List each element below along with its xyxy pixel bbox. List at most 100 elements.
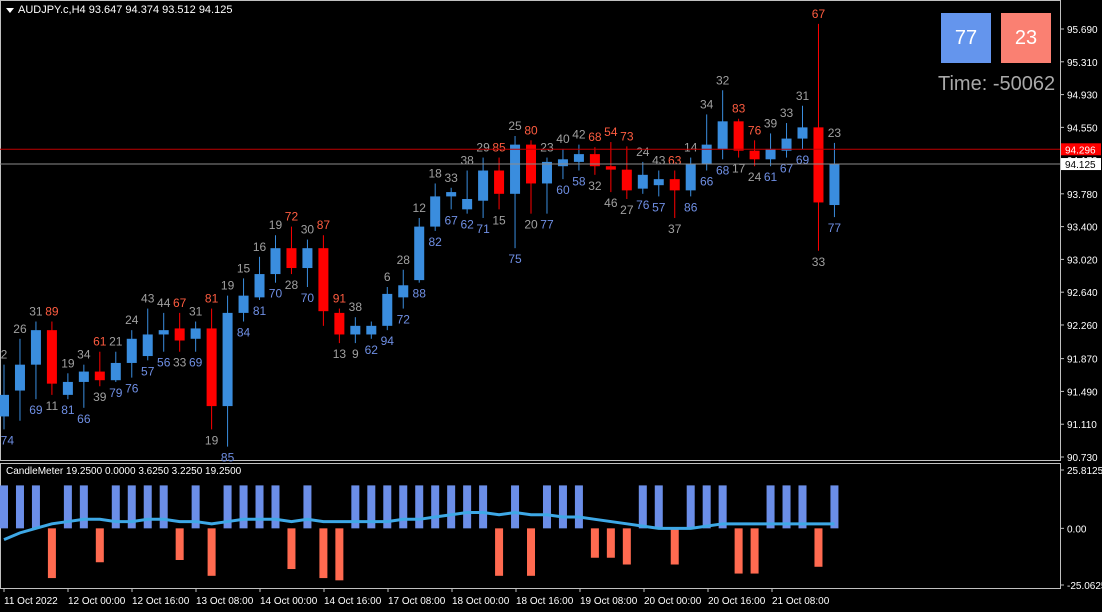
time-tick-label: 14 Oct 00:00 [260,596,318,607]
chevron-down-icon[interactable] [6,7,14,13]
indicator-header[interactable]: CandleMeter 19.2500 0.0000 3.6250 3.2250… [6,466,242,477]
candle-body [62,381,73,395]
price-tick-label: 91.110 [1067,420,1097,431]
candle-top-label: 38 [349,300,363,314]
candle-top-label: 21 [109,335,123,349]
candle-body [829,163,840,206]
candle-bottom-label: 67 [444,213,458,227]
candle-bottom-label: 69 [29,403,43,417]
meter-bar [766,485,775,529]
candle-top-label: 44 [157,296,171,310]
symbol-header[interactable]: AUDJPY.c,H4 93.647 94.374 93.512 94.125 [6,4,232,16]
meter-bar [527,528,536,576]
indicator-axis[interactable]: 25.8125 0.00 -25.0625 [1060,466,1102,592]
candle-top-label: 61 [93,335,107,349]
candle-bottom-label: 13 [333,347,347,361]
candle-body [174,328,185,341]
candle-top-label: 19 [61,356,75,370]
price-tick-label: 91.870 [1067,355,1098,366]
meter-bar [399,485,408,529]
meter-bar [574,485,583,529]
meter-bar [0,485,8,529]
meter-bar [686,485,695,529]
candle-bottom-label: 66 [700,175,714,189]
indicator-tick-label: 0.00 [1067,524,1087,535]
meter-line-path [3,511,835,542]
meter-bar [638,485,647,529]
candle-bottom-label: 58 [572,175,586,189]
price-axis[interactable]: 95.69095.31094.93094.55094.17093.78093.4… [0,25,1101,464]
meter-bar [367,485,376,529]
current-price-label: 94.125 [1065,160,1096,171]
price-tick-label: 90.730 [1067,453,1098,464]
price-tick-label: 93.020 [1067,255,1098,266]
candle-bottom-label: 85 [221,451,235,465]
candle-body [286,248,297,269]
candle-top-label: 26 [13,322,27,336]
bid-price-label: 94.296 [1065,145,1096,156]
candle-body [222,312,233,407]
time-tick-label: 19 Oct 08:00 [580,596,638,607]
candle-top-label: 19 [269,218,283,232]
candle-bottom-label: 81 [253,304,267,318]
candle-top-label: 39 [764,116,778,130]
candle-top-label: 42 [572,128,586,142]
candle-bottom-label: 69 [796,153,810,167]
candle-top-label: 14 [684,141,698,155]
candle-bottom-label: 77 [828,221,842,235]
current-price-marker [1061,158,1101,171]
candle-body [605,166,616,170]
meter-bar [511,485,520,529]
candle-body [669,179,680,191]
candle-bottom-label: 82 [429,235,443,249]
meter-bar [335,528,344,581]
meter-bar [479,485,488,529]
time-tick-label: 17 Oct 08:00 [388,596,446,607]
price-tick-label: 91.490 [1067,387,1098,398]
candle-top-label: 38 [460,154,474,168]
candle-bottom-label: 39 [93,390,107,404]
candle-bottom-label: 71 [476,222,490,236]
meter-bar [431,485,440,529]
candle-top-label: 81 [205,292,219,306]
time-tick-label: 12 Oct 16:00 [132,596,190,607]
time-axis[interactable]: 11 Oct 2022 12 Oct 00:00 12 Oct 16:00 13 Oc… [3,588,830,607]
candle-bottom-label: 76 [125,382,139,396]
candle-bottom-label: 70 [301,291,315,305]
time-tick-label: 13 Oct 08:00 [196,596,254,607]
candle-top-label: 30 [301,223,315,237]
meter-bar [702,485,711,529]
meter-bar [814,528,823,567]
candle-top-label: 31 [29,305,43,319]
candle-bottom-label: 84 [237,326,251,340]
candle-top-label: 25 [508,119,522,133]
candle-bottom-label: 24 [748,170,762,184]
indicator-tick-label: -25.0625 [1067,581,1102,592]
candle-bottom-label: 62 [365,343,379,357]
candle-top-label: 31 [189,305,203,319]
candle-bottom-label: 874 [0,433,14,447]
symbol-header-text: AUDJPY.c,H4 93.647 94.374 93.512 94.125 [18,4,233,16]
candle-body [0,394,9,417]
time-tick-label: 18 Oct 16:00 [516,596,574,607]
time-tick-label: 20 Oct 16:00 [708,596,766,607]
candle-body [573,154,584,162]
candle-body [765,148,776,160]
candle-bottom-label: 66 [77,412,91,426]
candle-bottom-label: 88 [413,287,427,301]
meter-bar [111,485,120,529]
candle-top-label: 12 [413,201,427,215]
price-tick-label: 95.690 [1067,25,1098,36]
candle-body [462,198,473,210]
candle-body [78,371,89,382]
candle-body [749,150,760,160]
candle-bottom-label: 86 [684,200,698,214]
candle-body [430,196,441,227]
candle-bottom-label: 32 [588,179,602,193]
candle-bottom-label: 67 [780,162,794,176]
price-tick-label: 94.930 [1067,91,1098,102]
candle-top-label: 68 [588,130,602,144]
candle-bottom-label: 37 [668,222,682,236]
time-tick-label: 18 Oct 00:00 [452,596,510,607]
